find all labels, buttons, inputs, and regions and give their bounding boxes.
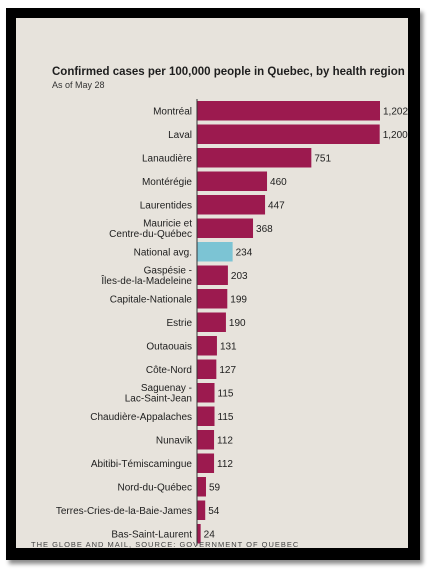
category-label-16: Nord-du-Québec — [118, 482, 192, 493]
bar-7 — [197, 265, 228, 285]
value-label-14: 112 — [217, 435, 233, 446]
bar-16 — [197, 477, 206, 497]
bar-12 — [197, 383, 215, 403]
value-label-4: 447 — [268, 200, 285, 211]
category-label-3: Montérégie — [142, 177, 192, 188]
category-label-13: Chaudière-Appalaches — [90, 412, 192, 423]
value-label-2: 751 — [314, 153, 331, 164]
bar-18 — [197, 524, 201, 544]
chart-title: Confirmed cases per 100,000 people in Qu… — [52, 66, 405, 78]
value-label-15: 112 — [217, 459, 233, 470]
category-label-8: Capitale-Nationale — [110, 294, 193, 305]
bar-10 — [197, 336, 217, 356]
value-label-9: 190 — [229, 318, 246, 329]
category-label-15: Abitibi-Témiscamingue — [91, 459, 193, 470]
value-label-3: 460 — [270, 177, 287, 188]
category-label-17: Terres-Cries-de-la-Baie-James — [56, 506, 192, 517]
category-label-14: Nunavik — [156, 435, 193, 446]
bar-8 — [197, 289, 228, 309]
value-label-7: 203 — [231, 271, 248, 282]
value-label-12: 115 — [218, 388, 234, 399]
category-label-18: Bas-Saint-Laurent — [111, 529, 192, 540]
bar-13 — [197, 406, 215, 426]
category-label-2: Lanaudière — [142, 153, 192, 164]
source-credit: THE GLOBE AND MAIL, SOURCE: GOVERNMENT O… — [31, 540, 300, 549]
bar-2 — [197, 148, 312, 168]
value-label-13: 115 — [218, 412, 234, 423]
bar-17 — [197, 500, 206, 520]
category-label-0: Montréal — [153, 106, 192, 117]
value-label-10: 131 — [220, 341, 237, 352]
value-label-18: 24 — [204, 529, 216, 540]
bar-11 — [197, 359, 217, 379]
category-label-11: Côte-Nord — [146, 365, 192, 376]
value-label-5: 368 — [256, 224, 273, 235]
category-label-4: Laurentides — [140, 200, 192, 211]
value-label-11: 127 — [219, 365, 236, 376]
value-label-6: 234 — [236, 247, 253, 258]
category-label-9: Estrie — [166, 318, 192, 329]
value-label-16: 59 — [209, 482, 221, 493]
value-label-0: 1,202 — [383, 106, 408, 117]
bar-14 — [197, 430, 215, 450]
category-label-7: Gaspésie -Îles-de-la-Madeleine — [100, 265, 192, 287]
bar-15 — [197, 453, 215, 473]
value-label-17: 54 — [208, 506, 220, 517]
bar-6 — [197, 242, 233, 262]
bar-3 — [197, 171, 268, 191]
bar-4 — [197, 195, 266, 215]
category-label-6: National avg. — [134, 247, 192, 258]
bar-9 — [197, 312, 226, 332]
category-label-1: Laval — [168, 130, 192, 141]
category-label-10: Outaouais — [146, 341, 192, 352]
category-label-12: Saguenay -Lac-Saint-Jean — [125, 383, 192, 405]
chart-subtitle: As of May 28 — [52, 80, 105, 90]
category-label-5: Mauricie et Centre-du-Québec — [109, 218, 192, 240]
bar-1 — [197, 124, 380, 144]
value-label-8: 199 — [230, 294, 247, 305]
value-label-1: 1,200 — [383, 130, 408, 141]
bar-0 — [197, 101, 380, 121]
bar-5 — [197, 218, 254, 238]
